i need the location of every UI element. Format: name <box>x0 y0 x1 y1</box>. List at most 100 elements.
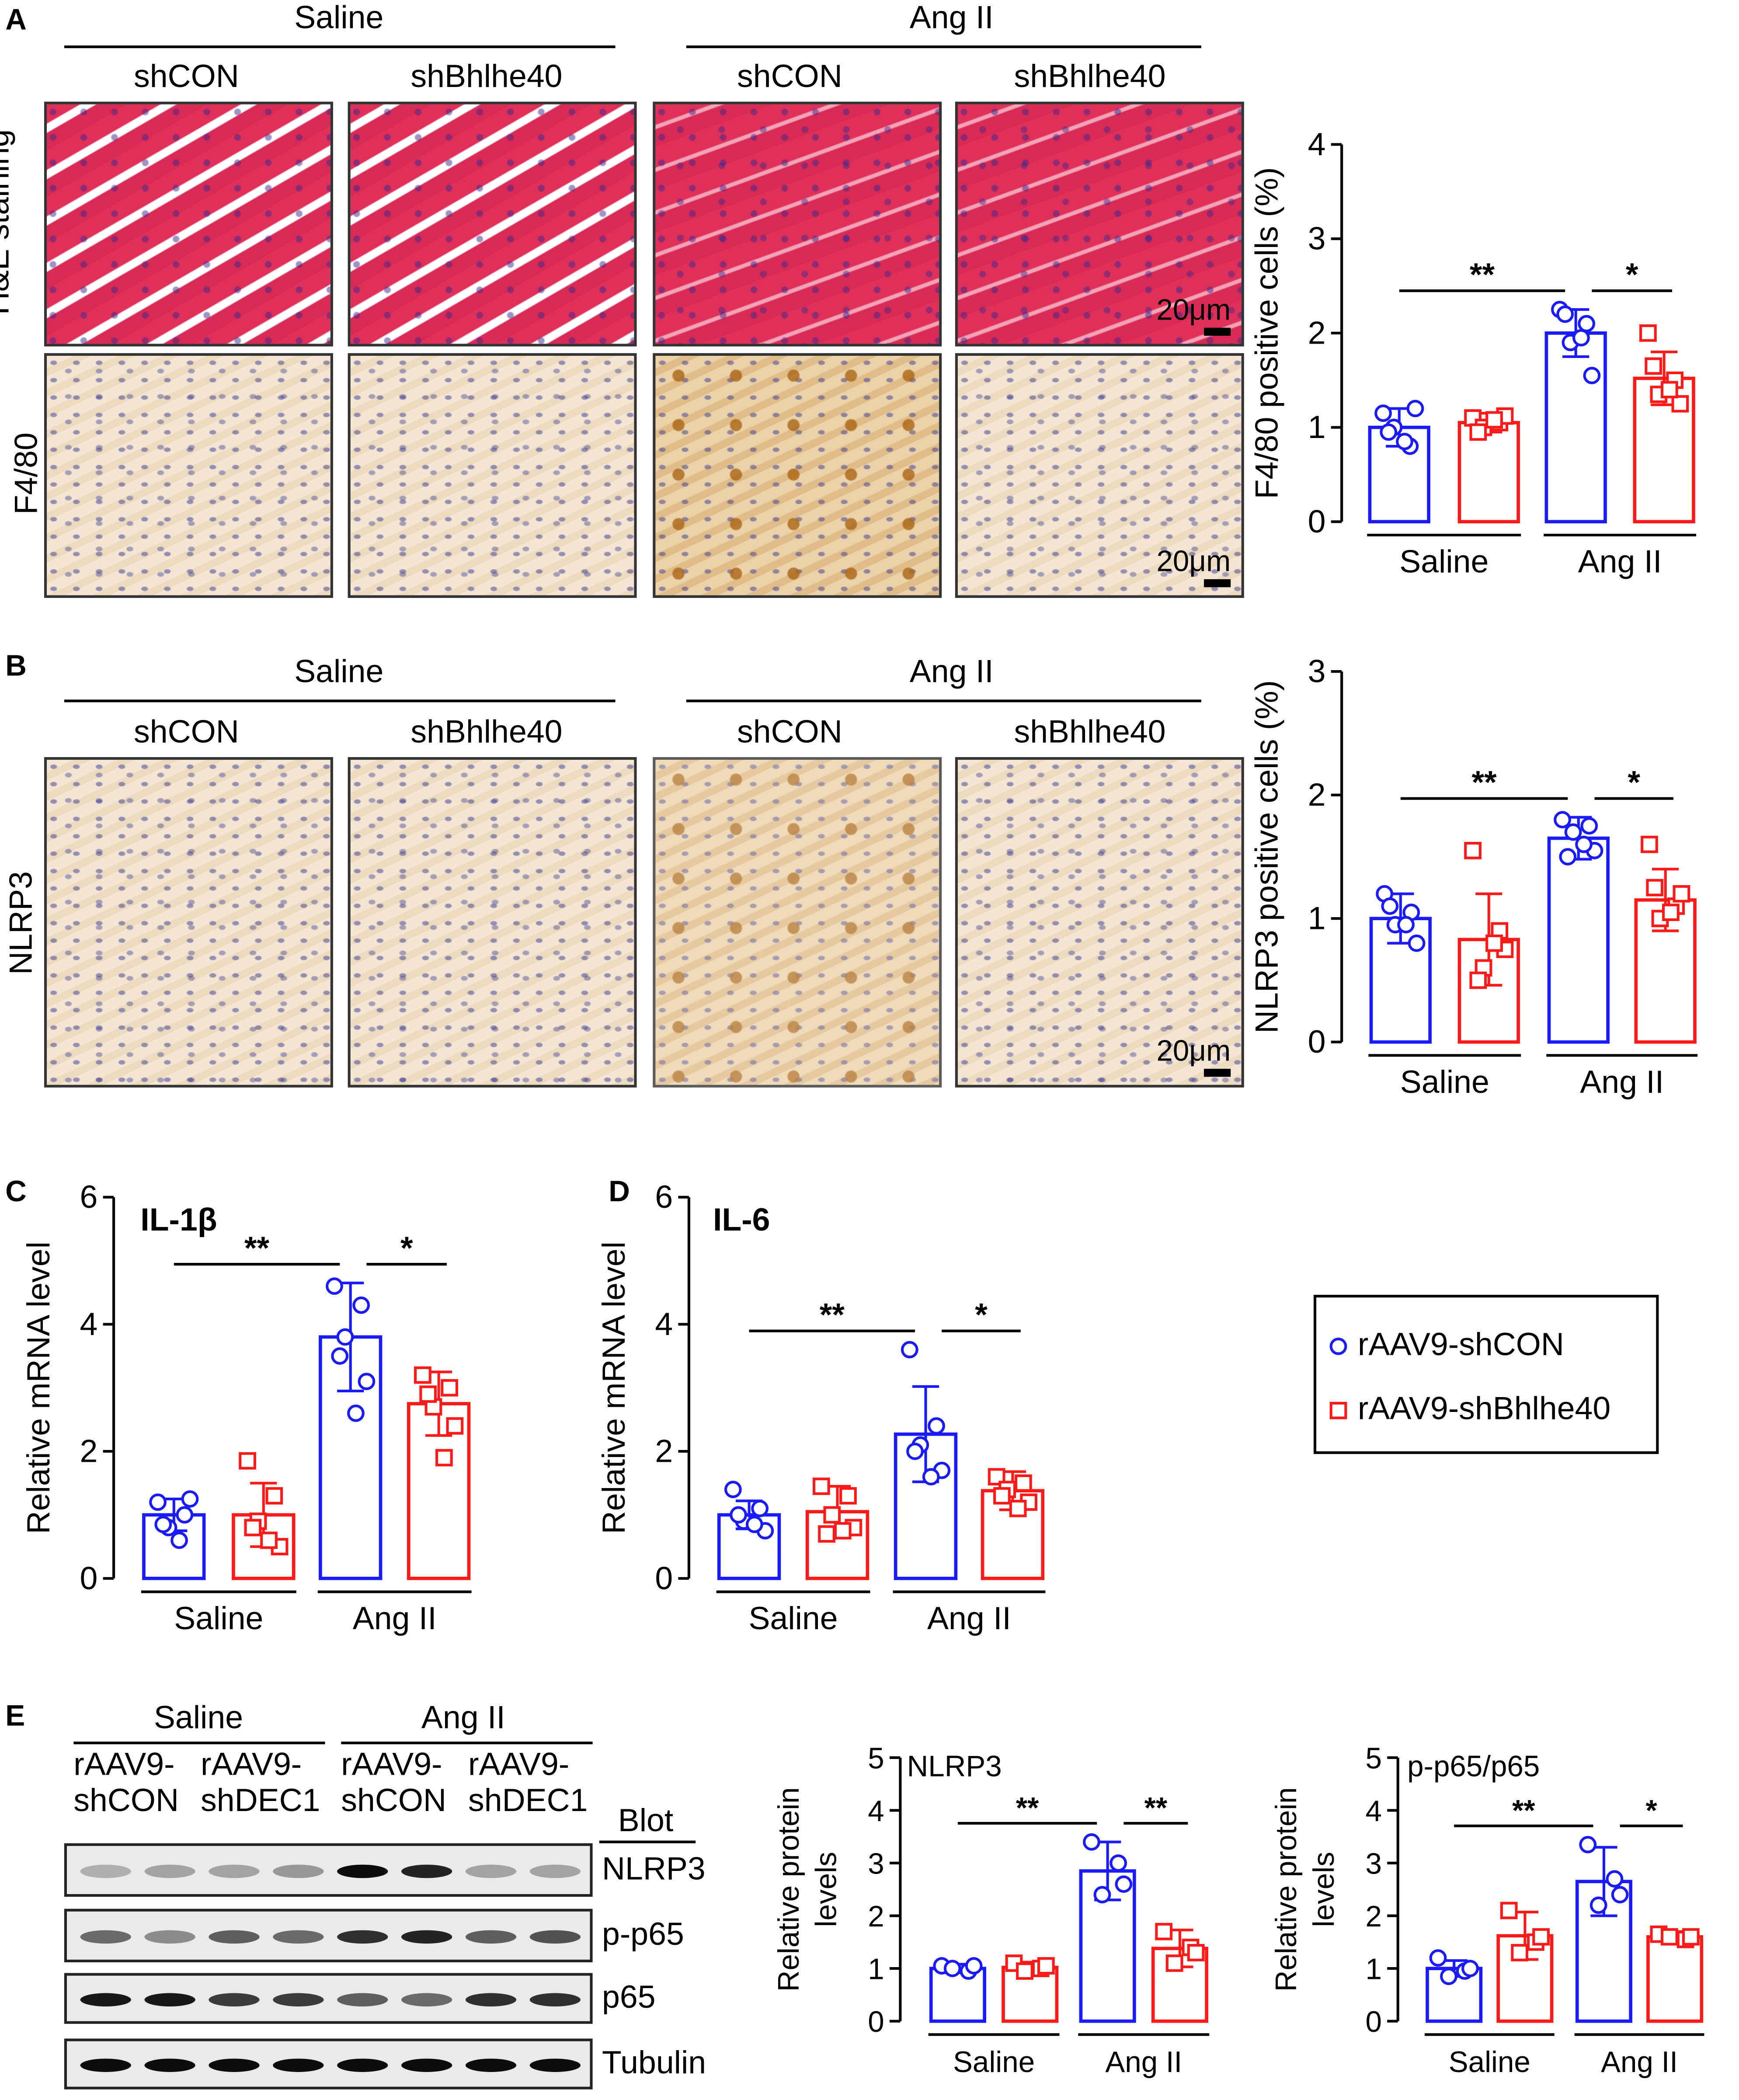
group-label: Saline <box>953 2046 1035 2079</box>
he-image-saline-shcon <box>44 101 333 347</box>
data-point <box>1564 823 1582 841</box>
data-point <box>1115 1875 1133 1893</box>
lane-label: shDEC1 <box>201 1783 320 1819</box>
significance-label: ** <box>1512 1794 1535 1827</box>
data-point <box>1671 395 1689 413</box>
data-point <box>1682 1928 1700 1946</box>
nlrp3-image-saline-shbhlhe40 <box>348 757 637 1088</box>
significance-label: ** <box>1016 1792 1039 1825</box>
data-point <box>446 1417 464 1435</box>
panel-label-c: C <box>5 1174 27 1208</box>
data-point <box>1165 1954 1183 1972</box>
blot-group-angii: Ang II <box>421 1700 505 1736</box>
data-point <box>1511 1944 1529 1961</box>
he-image-saline-shbhlhe40 <box>348 101 637 347</box>
significance-label: * <box>400 1230 413 1266</box>
significance-label: * <box>1626 257 1638 292</box>
data-point <box>1381 897 1399 915</box>
data-point <box>1016 1962 1033 1980</box>
data-point <box>1374 404 1392 422</box>
data-point <box>326 1277 343 1295</box>
significance-label: ** <box>1144 1792 1168 1825</box>
group-line <box>73 1742 325 1745</box>
group-line <box>341 1742 593 1745</box>
group-label: Ang II <box>1580 1064 1664 1100</box>
subgroup-label: shCON <box>134 59 239 95</box>
data-point <box>1575 835 1593 853</box>
group-label: Ang II <box>1601 2046 1678 2079</box>
data-point <box>1485 411 1503 429</box>
panel-label-a: A <box>5 3 27 36</box>
data-point <box>1015 1474 1032 1492</box>
group-angii-b: Ang II <box>909 654 994 690</box>
y-tick-label: 1 <box>1366 1953 1382 1986</box>
data-point <box>1440 1968 1457 1985</box>
data-point <box>1461 1960 1479 1977</box>
band <box>80 1993 131 2006</box>
data-point <box>435 1449 453 1467</box>
band <box>465 1864 517 1878</box>
blot-group-saline: Saline <box>153 1700 243 1736</box>
data-point <box>1155 1923 1173 1940</box>
band <box>80 1930 131 1944</box>
y-tick-label: 5 <box>1366 1742 1382 1775</box>
data-point <box>1660 381 1678 399</box>
scale-bar: 20μm <box>1156 1034 1231 1077</box>
group-label: Saline <box>1449 2046 1530 2079</box>
data-point <box>347 1404 365 1422</box>
data-point <box>1645 357 1662 375</box>
y-tick-label: 0 <box>655 1560 673 1596</box>
bar <box>1547 836 1610 1044</box>
data-point <box>265 1487 283 1505</box>
band <box>401 1993 452 2006</box>
blot-nlrp3 <box>64 1843 593 1897</box>
y-axis-label: Relative protein <box>772 1787 805 1992</box>
y-tick-label: 4 <box>1308 126 1326 162</box>
blot-p65 <box>64 1973 593 2024</box>
significance-label: ** <box>244 1230 270 1266</box>
band <box>337 2058 388 2072</box>
y-axis-label: NLRP3 positive cells (%) <box>1249 680 1284 1033</box>
data-point <box>730 1506 748 1524</box>
band <box>80 2058 131 2072</box>
data-point <box>812 1478 830 1495</box>
legend: rAAV9-shCON rAAV9-shBhlhe40 <box>1313 1295 1659 1454</box>
data-point <box>1673 885 1690 903</box>
y-tick-label: 6 <box>655 1179 673 1215</box>
group-label: Saline <box>749 1600 838 1636</box>
data-point <box>1532 1928 1550 1946</box>
subgroup-label: shCON <box>737 714 842 751</box>
data-point <box>1009 1500 1027 1517</box>
legend-label: rAAV9-shCON <box>1357 1327 1564 1363</box>
data-point <box>1396 433 1413 450</box>
data-point <box>176 1506 194 1524</box>
blot-tubulin <box>64 2038 593 2090</box>
data-point <box>1583 367 1601 384</box>
data-point <box>823 1506 841 1524</box>
band <box>401 2058 452 2072</box>
band <box>273 1864 324 1878</box>
y-tick-label: 2 <box>868 1900 884 1933</box>
data-point <box>1572 329 1590 347</box>
data-point <box>149 1493 167 1511</box>
data-point <box>336 1328 354 1346</box>
significance-label: ** <box>820 1297 845 1332</box>
blot-p-p65 <box>64 1909 593 1963</box>
data-point <box>239 1452 256 1470</box>
y-tick-label: 2 <box>1308 777 1326 813</box>
data-point <box>1606 1870 1624 1888</box>
chart-c: 0 2 4 6 Relative mRNA level IL-1β Saline Ang II… <box>21 1179 472 1636</box>
y-tick-label: 3 <box>1366 1847 1382 1880</box>
chart-title: p-p65/p65 <box>1407 1750 1540 1783</box>
data-point <box>1093 1886 1111 1904</box>
data-point <box>331 1347 349 1365</box>
data-point <box>928 1417 945 1435</box>
data-point <box>181 1490 199 1508</box>
f480-image-angii-shcon <box>653 353 942 598</box>
chart-e2: 0 1 2 3 4 5 Relative protein levels p-p65/p65 Sal… <box>1270 1742 1704 2079</box>
y-axis-label: levels <box>810 1852 843 1927</box>
band <box>273 2058 324 2072</box>
divider <box>599 1840 696 1843</box>
data-point <box>724 1481 742 1499</box>
